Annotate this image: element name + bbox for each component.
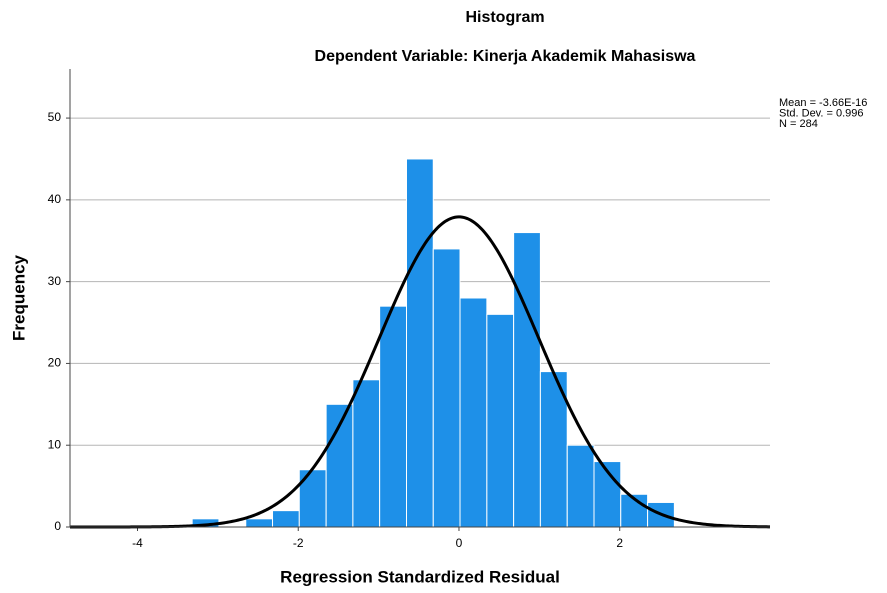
bar (432, 248, 461, 528)
x-tick-label: 2 (616, 536, 623, 550)
bar (459, 297, 488, 528)
bar (245, 518, 274, 528)
y-tick-label: 0 (54, 519, 61, 533)
x-axis-title: Regression Standardized Residual (280, 567, 560, 586)
x-tick-label: 0 (456, 536, 463, 550)
y-tick-label: 20 (48, 356, 62, 370)
y-tick-label: 30 (48, 274, 62, 288)
stat-label: N = 284 (779, 118, 818, 130)
bar (405, 158, 434, 528)
stat-label: Mean = -3.66E-16 (779, 97, 867, 109)
y-tick-label: 40 (48, 192, 62, 206)
x-tick-label: -4 (132, 536, 143, 550)
bar (352, 379, 381, 528)
stat-label: Std. Dev. = 0.996 (779, 107, 864, 119)
bar (379, 305, 407, 528)
y-tick-label: 10 (48, 437, 62, 451)
bar (486, 313, 515, 528)
bar (566, 444, 595, 528)
y-tick-label: 50 (48, 110, 62, 124)
chart-title: Histogram (465, 9, 544, 26)
bar (272, 510, 300, 528)
x-tick-label: -2 (293, 536, 304, 550)
bar (513, 232, 541, 528)
y-axis-title: Frequency (9, 254, 28, 341)
chart-subtitle: Dependent Variable: Kinerja Akademik Mah… (315, 48, 696, 65)
normal-curve (70, 215, 771, 529)
